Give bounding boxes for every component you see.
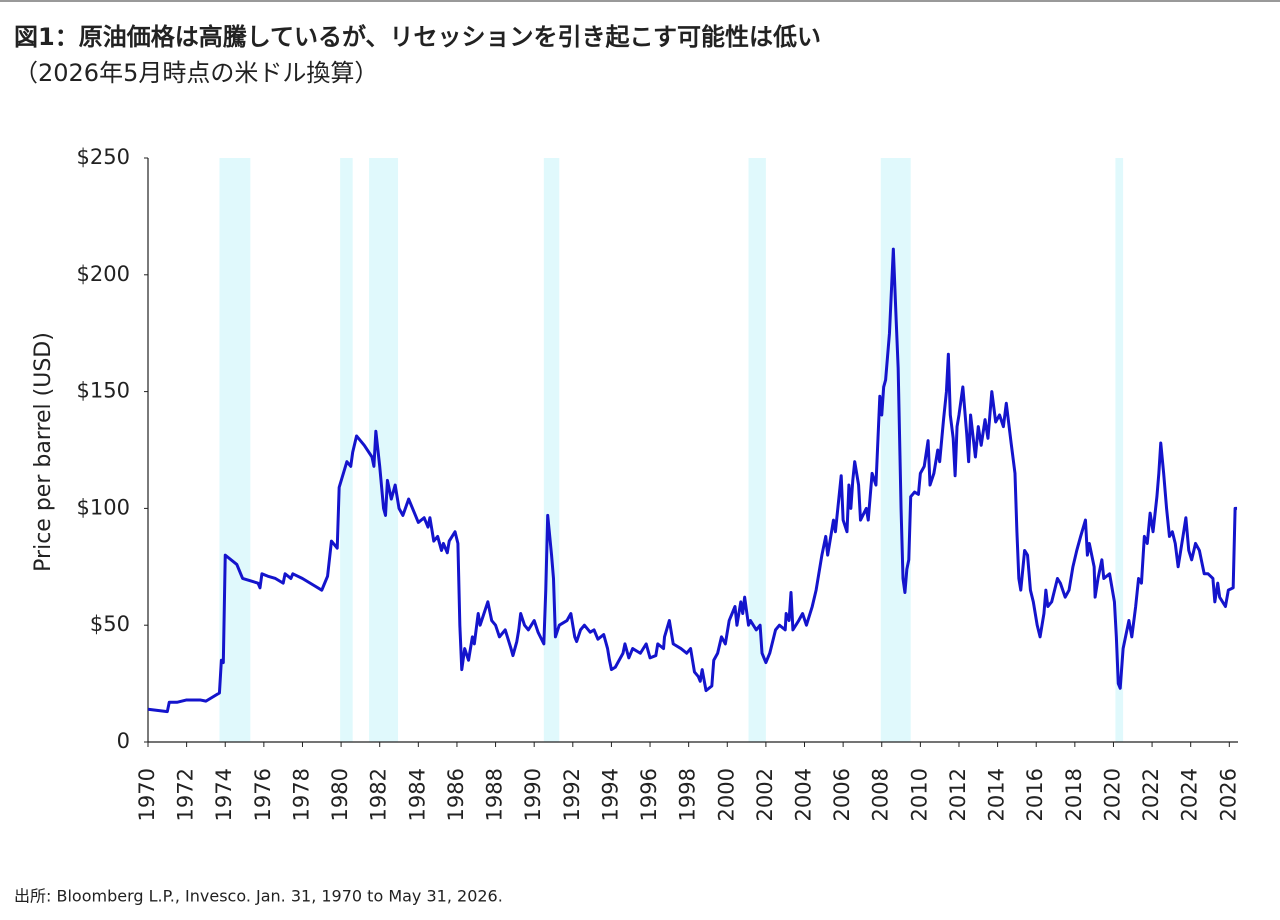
recession-band [880,158,911,742]
x-tick-label: 2012 [946,768,970,821]
x-tick-label: 2018 [1062,768,1086,821]
x-tick-label: 1974 [212,768,236,821]
recession-band [1115,158,1124,742]
x-tick-label: 2014 [985,768,1009,821]
x-tick-label: 2006 [830,768,854,821]
x-tick-label: 2010 [907,768,931,821]
x-tick-label: 1978 [289,768,313,821]
source-note: 出所: Bloomberg L.P., Invesco. Jan. 31, 19… [14,887,503,906]
x-tick-label: 1986 [444,768,468,821]
y-axis-label: Price per barrel (USD) [31,332,56,572]
x-tick-label: 2002 [753,768,777,821]
x-tick-label: 1972 [174,768,198,821]
x-tick-label: 2022 [1139,768,1163,821]
x-tick-label: 1992 [560,768,584,821]
x-tick-label: 1982 [367,768,391,821]
y-tick-label: $150 [77,379,130,403]
x-tick-label: 2008 [869,768,893,821]
recession-band [543,158,560,742]
x-tick-label: 1976 [251,768,275,821]
y-tick-label: $200 [77,262,130,286]
y-tick-label: 0 [117,729,130,753]
x-tick-label: 1980 [328,768,352,821]
y-tick-label: $100 [77,495,130,519]
x-tick-label: 2024 [1178,768,1202,821]
x-tick-label: 1998 [676,768,700,821]
price-line [147,247,1238,714]
x-tick-label: 1996 [637,768,661,821]
x-tick-label: 2000 [714,768,738,821]
x-tick-label: 2020 [1100,768,1124,821]
chart-title: 図1：原油価格は高騰しているが、リセッションを引き起こす可能性は低い [14,23,821,51]
y-tick-label: $250 [77,145,130,169]
x-tick-label: 1988 [483,768,507,821]
x-tick-label: 1984 [405,768,429,821]
x-tick-label: 1994 [598,768,622,821]
y-tick-label: $50 [90,612,130,636]
x-tick-label: 2026 [1216,768,1240,821]
recession-band [340,158,353,742]
x-tick-label: 2004 [792,768,816,821]
x-tick-label: 1990 [521,768,545,821]
recession-band [748,158,766,742]
x-tick-label: 1970 [135,768,159,821]
x-tick-label: 2016 [1023,768,1047,821]
chart-subtitle: （2026年5月時点の米ドル換算） [14,59,378,87]
